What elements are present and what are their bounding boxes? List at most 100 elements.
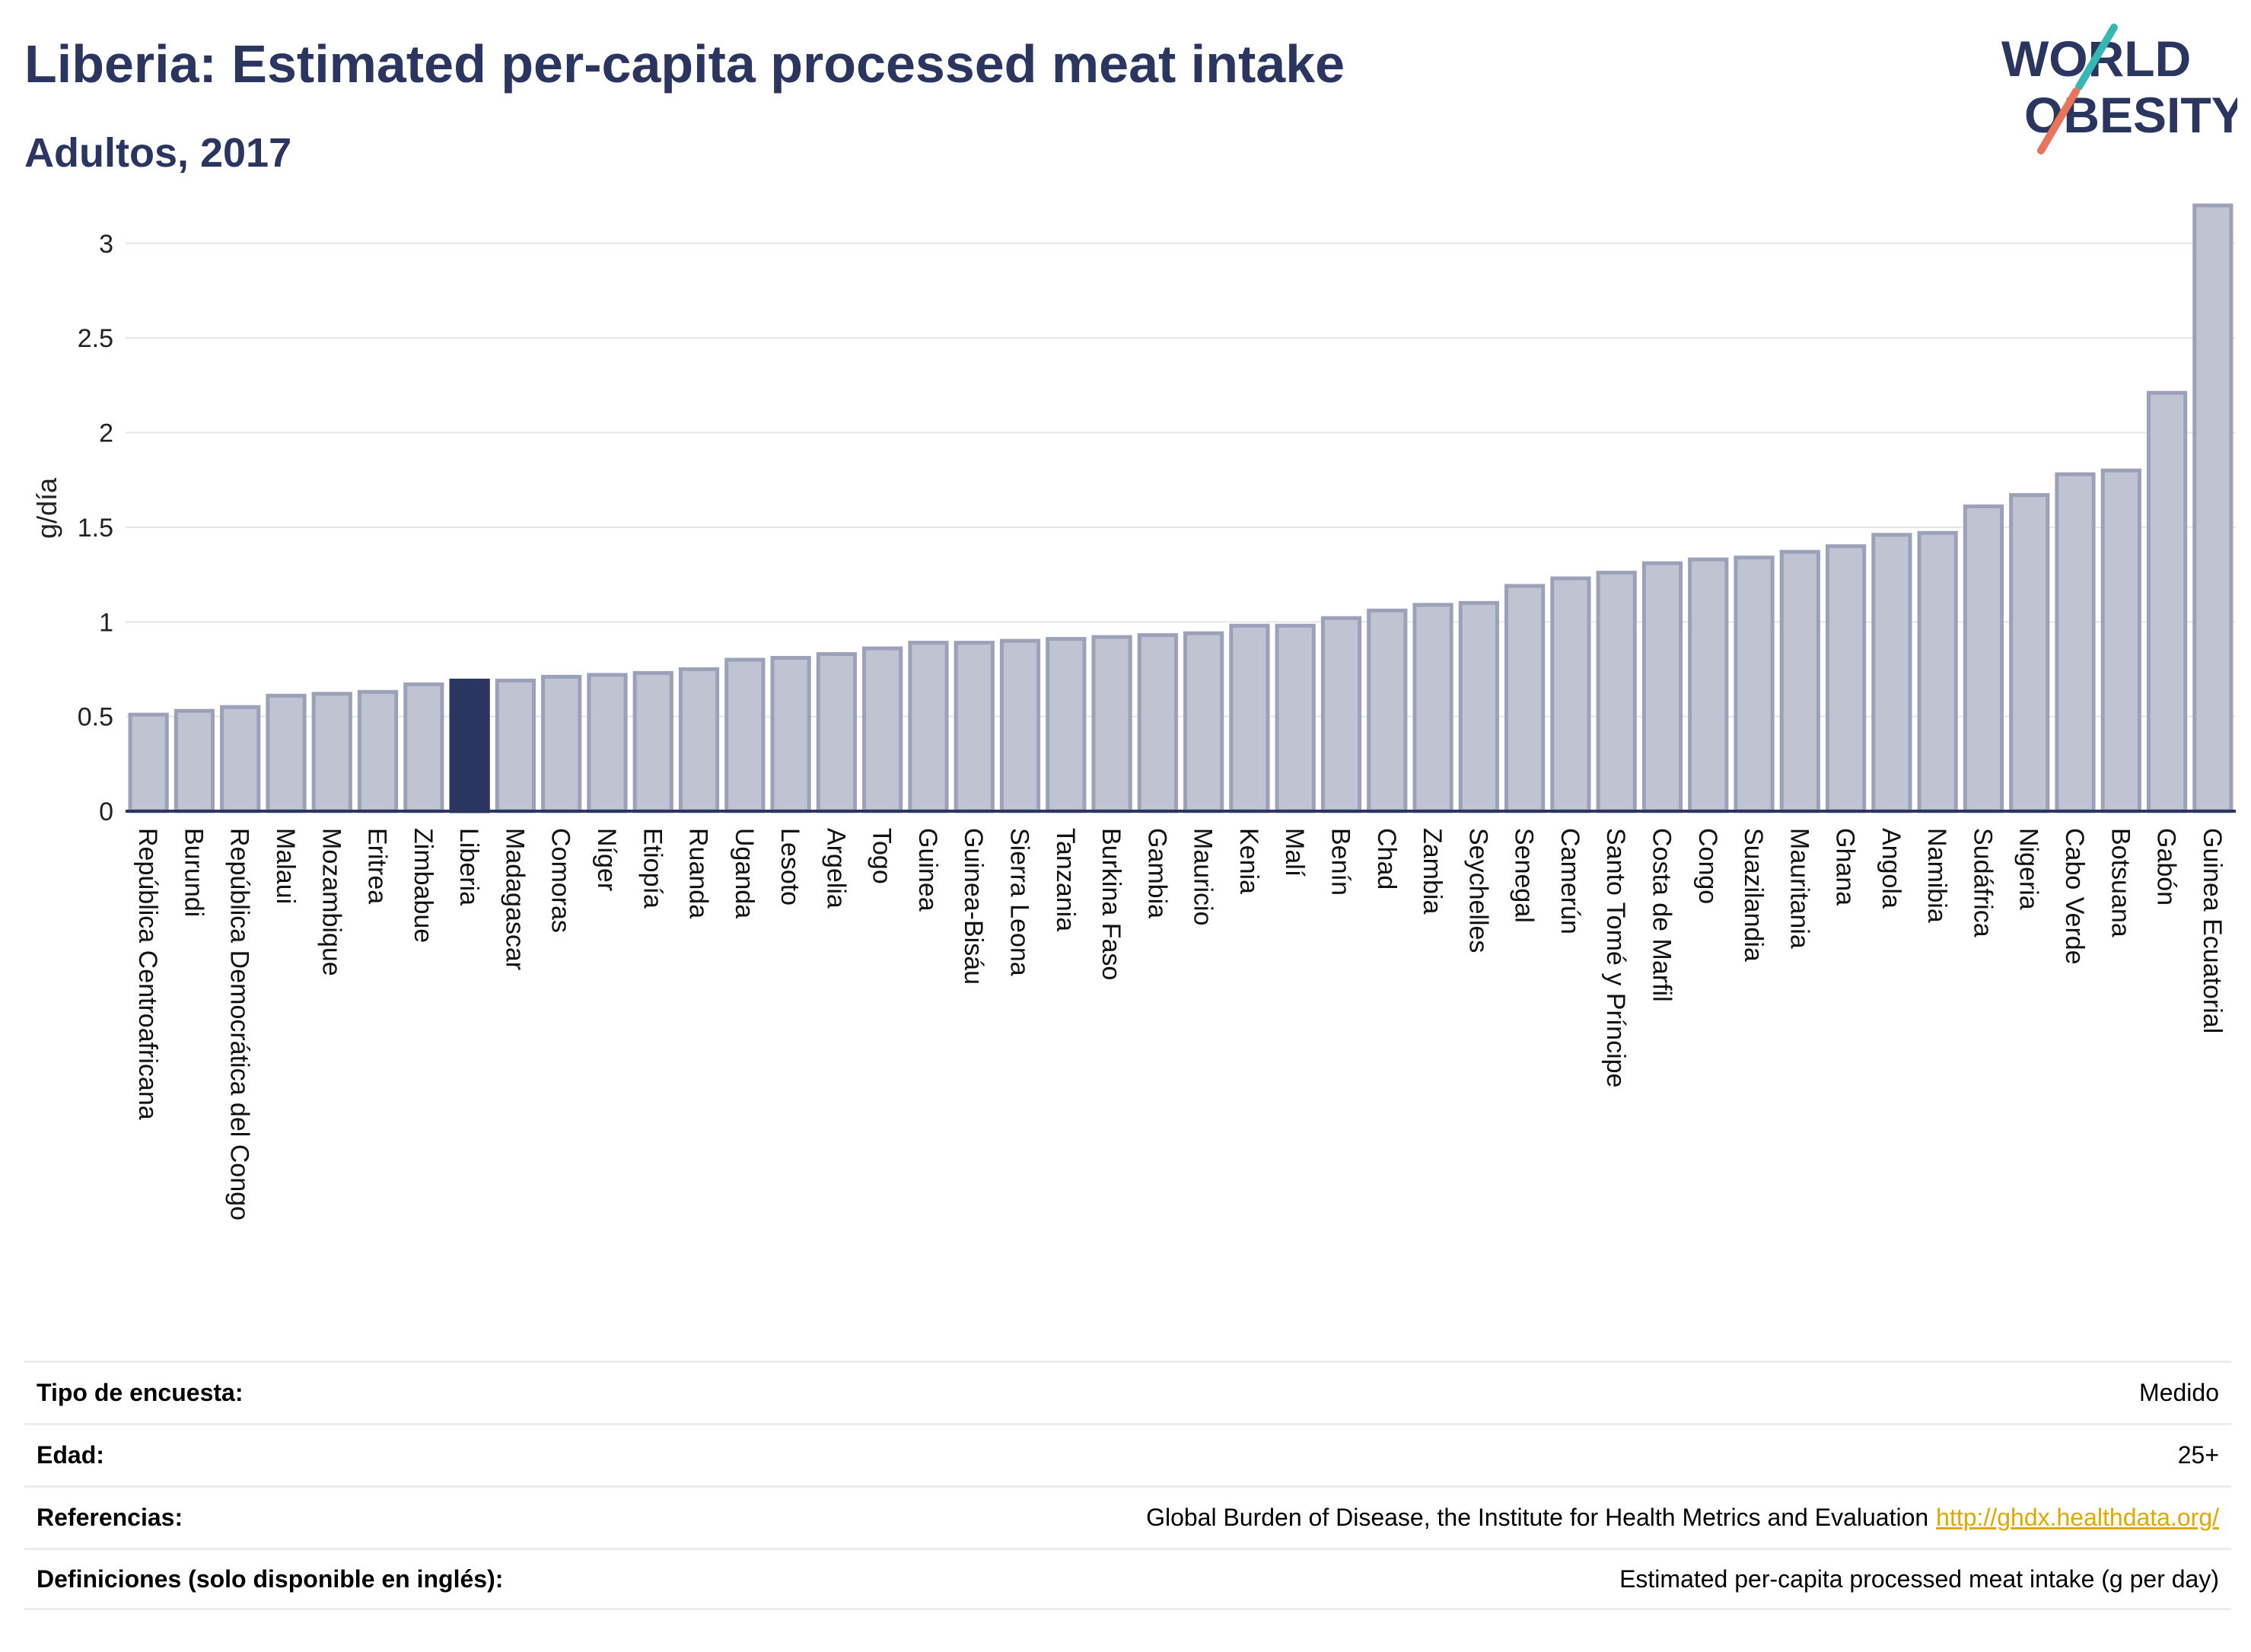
x-tick-label: Botsuana <box>2106 828 2135 937</box>
x-tick-label: Liberia <box>454 828 483 906</box>
bar <box>999 638 1041 813</box>
info-label: Referencias: <box>37 1504 183 1531</box>
info-row-age: Edad: 25+ <box>24 1423 2231 1485</box>
x-tick-label: Mauritania <box>1785 828 1813 949</box>
info-value: Medido <box>2139 1379 2219 1406</box>
x-tick-label: Camerún <box>1555 828 1584 934</box>
x-tick-label: Angola <box>1877 828 1906 909</box>
bar <box>1275 623 1316 813</box>
x-tick-label: Malaui <box>271 828 300 904</box>
bar <box>770 656 811 813</box>
logo-slash-coral <box>2037 88 2080 154</box>
x-tick-label: Mauricio <box>1189 828 1218 925</box>
bar <box>1779 549 1820 813</box>
logo-line-2: OBESITY <box>2024 87 2237 143</box>
x-tick-label: Seychelles <box>1463 828 1492 953</box>
x-tick-label: Comoras <box>546 828 575 933</box>
x-tick-label: Gabón <box>2152 828 2181 906</box>
bar <box>495 678 536 813</box>
bar-chart-svg: 0 0.5 1 1.5 2 2.5 3 g/día República Centroafrica… <box>31 203 2236 1221</box>
bar <box>724 657 766 813</box>
x-tick-label: Uganda <box>730 828 759 918</box>
x-tick-label: Cabo Verde <box>2060 828 2089 965</box>
bar <box>908 641 949 813</box>
chart-subtitle: Adultos, 2017 <box>24 130 292 176</box>
info-label: Definiciones (solo disponible en inglés)… <box>37 1564 504 1593</box>
info-label: Edad: <box>37 1441 104 1469</box>
x-tick-label: Suazilandia <box>1739 828 1768 962</box>
bar <box>1091 635 1132 813</box>
x-tick-label: República Centroafricana <box>133 828 162 1120</box>
x-tick-label: Ghana <box>1831 828 1860 906</box>
bar <box>2192 203 2233 813</box>
bar <box>1596 571 1637 813</box>
bar <box>1504 584 1546 813</box>
x-tick-label: Guinea-Bisáu <box>959 828 988 985</box>
bar <box>1412 603 1453 813</box>
x-tick-label: Chad <box>1372 828 1401 890</box>
x-tick-label: Burkina Faso <box>1097 828 1126 980</box>
bar <box>1183 631 1224 813</box>
reference-link[interactable]: http://ghdx.healthdata.org/ <box>1936 1504 2219 1531</box>
bar <box>862 646 903 813</box>
bar <box>1963 505 2004 813</box>
bar <box>1046 637 1087 813</box>
bar <box>1825 544 1867 813</box>
bar <box>266 693 307 813</box>
x-tick-label: Sierra Leona <box>1005 828 1034 976</box>
y-tick-label: 1 <box>99 608 113 637</box>
info-value: 25+ <box>2177 1441 2219 1469</box>
world-obesity-logo-graphic: WORLD OBESITY <box>2001 24 2245 154</box>
x-tick-label: Tanzania <box>1051 828 1080 931</box>
info-value-group: Global Burden of Disease, the Institute … <box>1146 1504 2219 1532</box>
bar <box>2146 390 2188 813</box>
x-tick-label: Guinea Ecuatorial <box>2198 828 2227 1033</box>
bar <box>541 674 582 813</box>
info-value: Estimated per-capita processed meat inta… <box>1619 1564 2219 1593</box>
x-tick-label: Níger <box>592 828 621 891</box>
x-tick-label: Malí <box>1280 828 1309 877</box>
x-tick-label: Ruanda <box>684 828 713 918</box>
x-tick-label: Eritrea <box>363 828 392 904</box>
y-tick-label: 2 <box>99 419 113 448</box>
info-row-references: Referencias: Global Burden of Disease, t… <box>24 1485 2231 1548</box>
bar <box>357 689 399 813</box>
x-tick-label: Mozambique <box>317 828 345 976</box>
bar <box>816 652 857 813</box>
info-value: Global Burden of Disease, the Institute … <box>1146 1504 1929 1531</box>
bar <box>1137 633 1178 813</box>
x-tick-label: Lesoto <box>775 828 804 906</box>
chart-title: Liberia: Estimated per-capita processed … <box>24 34 1345 94</box>
y-tick-label: 1.5 <box>78 514 113 543</box>
x-tick-label: Senegal <box>1510 828 1539 923</box>
bar <box>2009 493 2050 813</box>
x-tick-label: Costa de Marfil <box>1647 828 1676 1002</box>
x-tick-label: Santo Tomé y Príncipe <box>1601 828 1630 1087</box>
bar <box>2100 468 2141 813</box>
x-tick-label: República Democrática del Congo <box>225 828 254 1221</box>
x-tick-label: Madagascar <box>500 828 529 970</box>
bar <box>1367 608 1408 813</box>
info-table: Tipo de encuesta: Medido Edad: 25+ Refer… <box>24 1361 2231 1610</box>
x-tick-label: Kenia <box>1234 828 1263 894</box>
x-tick-label: Congo <box>1693 828 1722 904</box>
info-label: Tipo de encuesta: <box>37 1379 244 1406</box>
x-tick-label: Etiopía <box>638 828 667 909</box>
y-tick-label: 3 <box>99 230 113 259</box>
bar <box>311 692 352 813</box>
bar-chart: 0 0.5 1 1.5 2 2.5 3 g/día República Centroafrica… <box>0 190 2251 1332</box>
x-tick-label: Namibia <box>1922 828 1951 923</box>
bar <box>1688 557 1729 813</box>
bar <box>403 682 444 813</box>
y-tick-label: 0 <box>99 797 113 826</box>
bar <box>1641 561 1683 813</box>
x-tick-label: Nigeria <box>2014 828 2043 910</box>
x-tick-label: Sudáfrica <box>1968 828 1997 937</box>
x-tick-label: Guinea <box>913 828 942 912</box>
y-tick-label: 0.5 <box>78 703 113 732</box>
world-obesity-logo[interactable]: WORLD OBESITY <box>1994 21 2245 158</box>
bar <box>1458 600 1499 813</box>
bar <box>1229 623 1270 813</box>
bar <box>2055 472 2096 813</box>
bar <box>174 708 215 813</box>
